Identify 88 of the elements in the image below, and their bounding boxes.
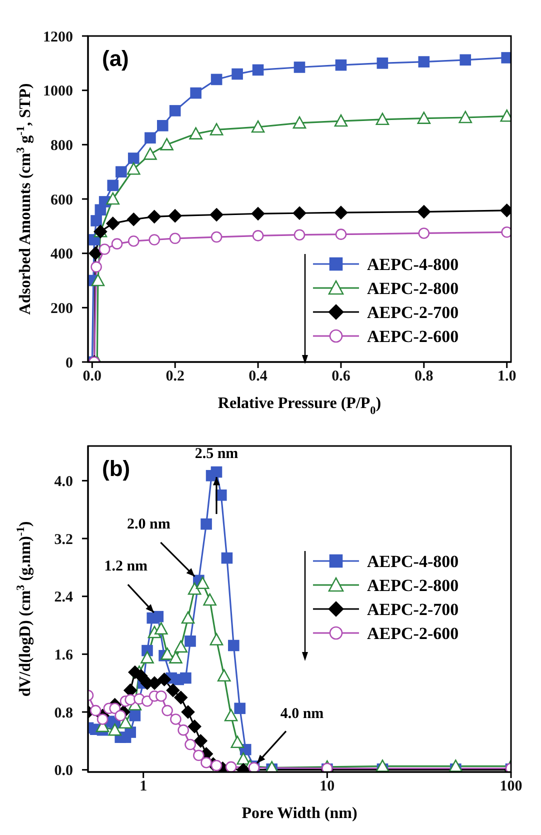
- point: [417, 112, 431, 124]
- point: [334, 206, 348, 220]
- point: [210, 74, 222, 86]
- point: [98, 244, 110, 255]
- x-tick-label: 0.8: [414, 368, 434, 385]
- point: [210, 208, 224, 222]
- point: [106, 216, 120, 230]
- point: [144, 132, 156, 144]
- point: [90, 261, 102, 273]
- y-tick-label: 200: [50, 300, 73, 317]
- y-tick-label: 0.0: [54, 763, 73, 780]
- y-tick-label: 1200: [43, 29, 73, 46]
- point: [458, 110, 472, 124]
- x-tick-label: 0.4: [248, 368, 268, 385]
- y-tick-label: 1000: [43, 84, 73, 100]
- legend-label: AEPC-2-700: [367, 303, 459, 322]
- point: [90, 215, 102, 226]
- point: [460, 54, 472, 66]
- x-tick-label: 1: [140, 778, 148, 795]
- legend-label: AEPC-4-800: [367, 255, 459, 274]
- point: [168, 209, 182, 222]
- point: [88, 246, 102, 260]
- point: [148, 210, 162, 224]
- point: [232, 68, 243, 80]
- point: [210, 123, 224, 136]
- legend-label: AEPC-4-800: [367, 552, 459, 571]
- annotation: (b): [102, 456, 130, 481]
- y-tick-label: 400: [50, 246, 73, 263]
- point: [126, 162, 140, 175]
- annotation: 2.0 nm: [127, 516, 171, 532]
- legend-label: AEPC-2-700: [367, 600, 459, 619]
- legend-label: AEPC-2-600: [367, 327, 459, 346]
- point: [334, 114, 348, 127]
- y-tick-label: 3.2: [54, 532, 73, 548]
- x-axis-title: Relative Pressure (P/P$_{0}$): [218, 395, 382, 417]
- point: [156, 120, 168, 132]
- y-tick-label: 800: [50, 138, 73, 154]
- point: [91, 274, 105, 286]
- point: [116, 166, 127, 178]
- x-tick-label: 0.6: [332, 368, 351, 385]
- y-tick-label: 4.0: [54, 474, 73, 490]
- x-tick-label: 0.2: [166, 368, 184, 385]
- x-axis-title: Pore Width (nm): [242, 805, 358, 822]
- point: [251, 120, 265, 133]
- legend-label: AEPC-2-600: [367, 624, 459, 643]
- point: [418, 56, 430, 68]
- point: [376, 112, 390, 126]
- annotation: 4.0 nm: [280, 706, 324, 722]
- point: [335, 59, 347, 71]
- legend-label: AEPC-2-800: [367, 576, 459, 595]
- point: [189, 127, 202, 140]
- point: [418, 228, 430, 239]
- point: [292, 116, 306, 129]
- point: [251, 207, 265, 220]
- point: [376, 58, 388, 69]
- point: [126, 212, 140, 226]
- y-tick-label: 1.6: [54, 648, 74, 664]
- x-tick-label: 10: [320, 778, 335, 795]
- point: [335, 228, 347, 240]
- annotation: (a): [102, 46, 129, 71]
- point: [144, 148, 157, 160]
- point: [106, 192, 120, 205]
- point: [128, 152, 140, 164]
- point: [128, 235, 140, 247]
- point: [294, 62, 306, 73]
- y-tick-label: 600: [50, 192, 73, 208]
- y-tick-label: 2.4: [54, 590, 74, 606]
- annotation: 1.2 nm: [104, 558, 148, 575]
- y-tick-label: 0: [66, 355, 73, 372]
- point: [252, 64, 264, 76]
- x-tick-label: 0.0: [82, 368, 102, 385]
- point: [148, 234, 160, 246]
- point: [111, 238, 123, 250]
- annotation: 2.5 nm: [194, 446, 239, 462]
- point: [160, 138, 174, 150]
- x-tick-label: 100: [500, 778, 522, 795]
- y-tick-label: 0.8: [54, 705, 73, 722]
- point: [210, 231, 222, 243]
- point: [294, 229, 306, 241]
- point: [417, 205, 431, 218]
- point: [190, 87, 202, 99]
- point: [169, 105, 181, 116]
- legend-label: AEPC-2-800: [367, 279, 459, 298]
- point: [107, 180, 119, 192]
- point: [169, 232, 181, 244]
- x-tick-label: 1.0: [497, 368, 516, 385]
- point: [292, 206, 306, 220]
- point: [252, 230, 264, 242]
